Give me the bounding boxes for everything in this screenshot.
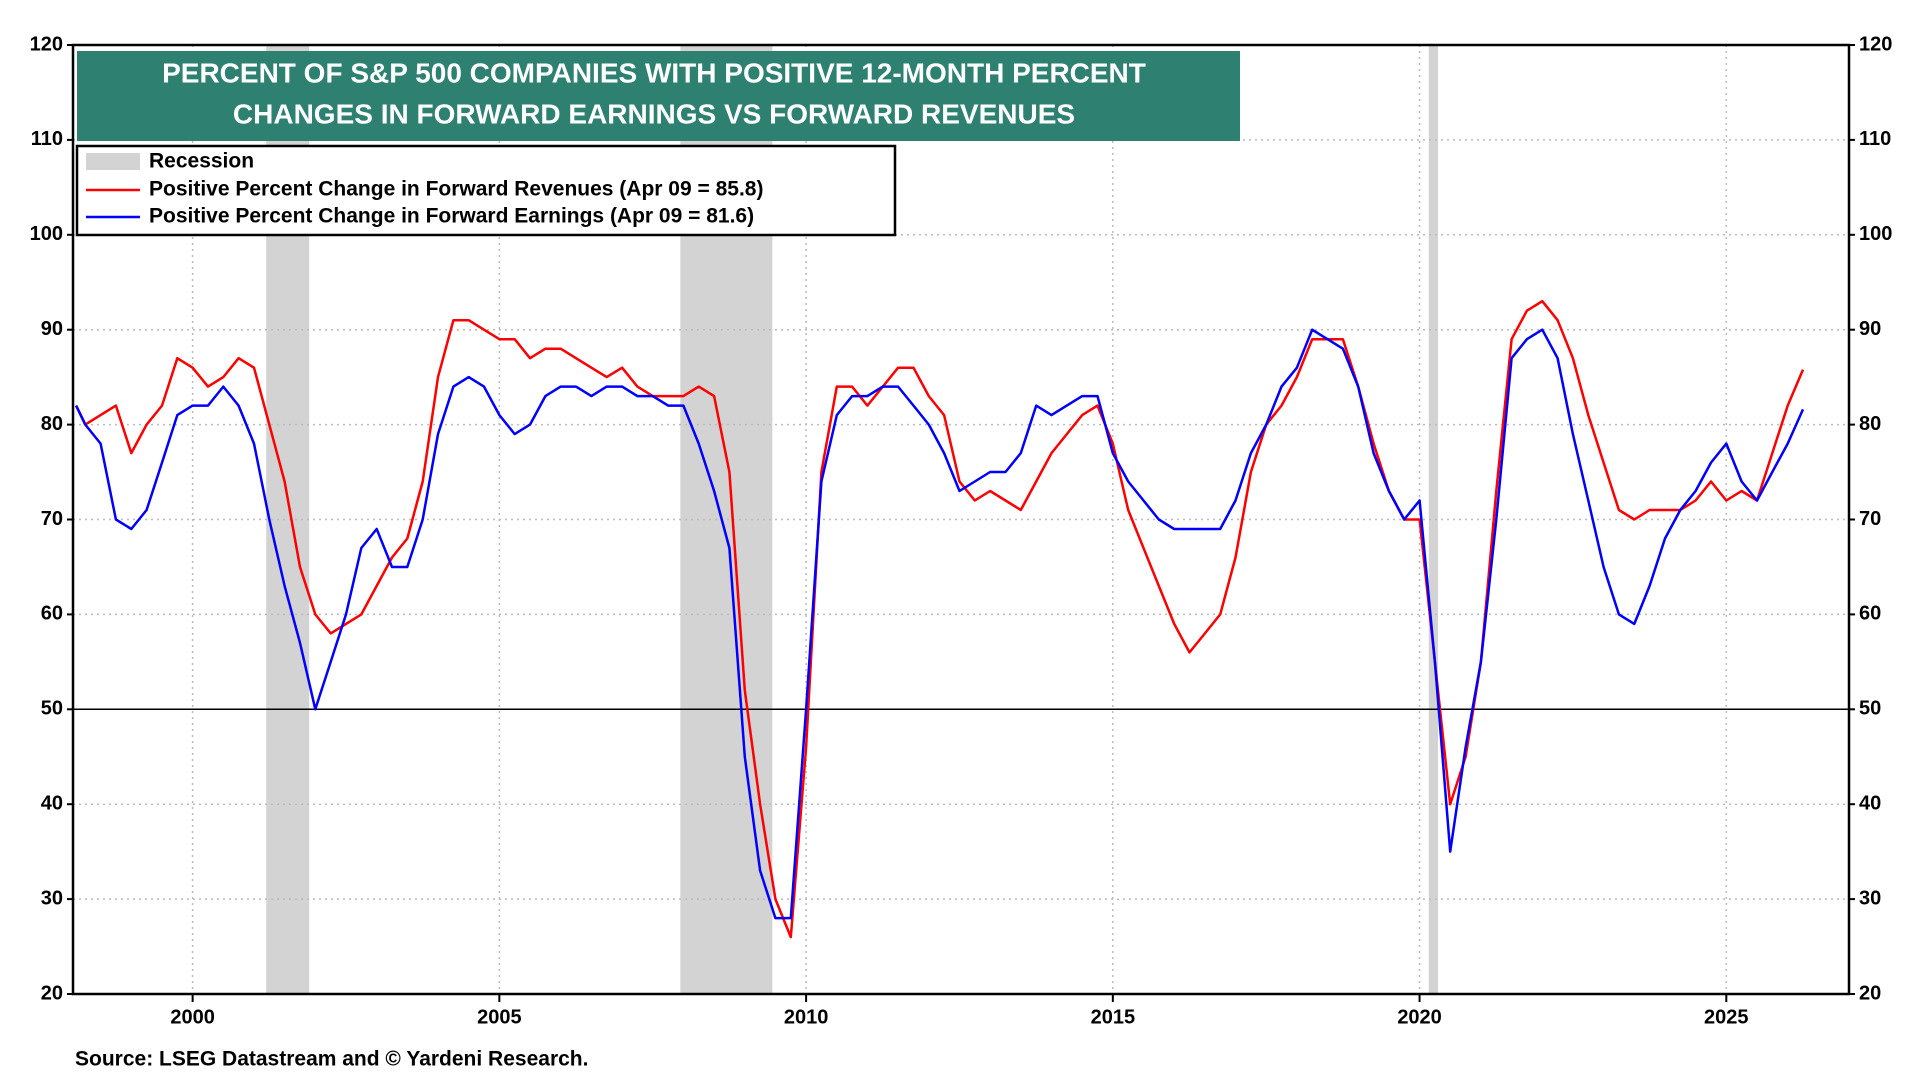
title-box [77, 51, 1240, 141]
legend-box [75, 144, 897, 237]
x-tick-label: 2005 [477, 1006, 522, 1028]
y2-tick-label: 30 [1859, 887, 1881, 909]
y-tick-label: 70 [41, 508, 63, 530]
y2-tick-label: 70 [1859, 508, 1881, 530]
y2-tick-label: 120 [1859, 33, 1892, 55]
y-tick-label: 20 [41, 982, 63, 1004]
y2-tick-label: 60 [1859, 603, 1881, 625]
legend-label: Recession [149, 150, 254, 173]
y-tick-label: 120 [30, 33, 63, 55]
x-tick-label: 2020 [1397, 1006, 1442, 1028]
source: Source: LSEG Datastream and © Yardeni Re… [75, 1048, 588, 1071]
y-tick-label: 50 [41, 698, 63, 720]
x-tick-label: 2010 [784, 1006, 829, 1028]
y2-tick-label: 110 [1859, 128, 1891, 150]
series-line [74, 299, 1805, 939]
y-tick-label: 110 [31, 128, 63, 150]
y2-tick-label: 100 [1859, 223, 1892, 245]
y2-tick-label: 50 [1859, 698, 1881, 720]
x-tick-label: 2000 [170, 1006, 215, 1028]
y-tick-label: 80 [41, 413, 63, 435]
recession-band [1428, 45, 1438, 994]
chart-title: CHANGES IN FORWARD EARNINGS VS FORWARD R… [233, 98, 1075, 129]
legend-label: Positive Percent Change in Forward Earni… [149, 205, 754, 228]
legend-swatch [86, 153, 140, 170]
legend-label: Positive Percent Change in Forward Reven… [149, 178, 763, 201]
y2-tick-label: 20 [1859, 982, 1881, 1004]
y2-tick-label: 40 [1859, 792, 1881, 814]
x-tick-label: 2025 [1704, 1006, 1749, 1028]
x-tick-label: 2015 [1091, 1006, 1136, 1028]
y-tick-label: 30 [41, 887, 63, 909]
y-tick-label: 100 [30, 223, 63, 245]
y-tick-label: 40 [41, 792, 63, 814]
y-tick-label: 90 [41, 318, 63, 340]
y2-tick-label: 80 [1859, 413, 1881, 435]
series-line [74, 328, 1805, 920]
y-tick-label: 60 [41, 603, 63, 625]
plot-frame [71, 43, 1851, 996]
chart-title: PERCENT OF S&P 500 COMPANIES WITH POSITI… [162, 57, 1146, 88]
y2-tick-label: 90 [1859, 318, 1881, 340]
